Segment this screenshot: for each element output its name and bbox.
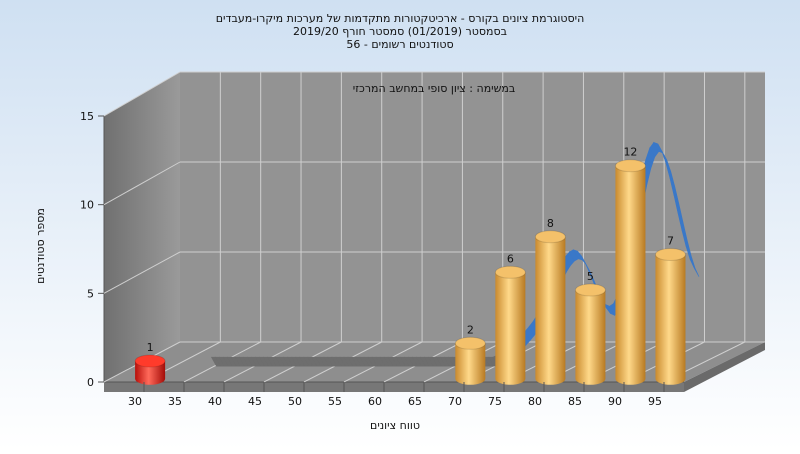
bar-top-85 <box>574 283 606 297</box>
bar-value-label-80: 8 <box>547 217 554 230</box>
y-tick-label-2: 10 <box>80 199 94 212</box>
x-tick-label-0: 30 <box>128 395 142 408</box>
bar-body-70 <box>455 343 486 385</box>
y-axis-label: מספר סטודנטים <box>34 208 47 284</box>
trend-segment-119 <box>689 258 700 277</box>
x-tick-label-7: 65 <box>408 395 422 408</box>
x-tick-label-9: 75 <box>488 395 502 408</box>
title-line-3: סטודנטים רשומים - 56 <box>346 38 453 51</box>
bar-body-30 <box>135 361 166 385</box>
x-tick-label-12: 90 <box>608 395 622 408</box>
x-tick-label-6: 60 <box>368 395 382 408</box>
bar-value-label-75: 6 <box>507 252 514 265</box>
x-tick-label-5: 55 <box>328 395 342 408</box>
x-tick-label-1: 35 <box>168 395 182 408</box>
bar-body-80 <box>535 236 566 385</box>
bar-top-80 <box>534 230 566 244</box>
chart-annotation: במשימה : ציון סופי במחשב המרכזי <box>353 82 516 95</box>
bar-body-95 <box>655 254 686 385</box>
bar-30 <box>134 354 166 385</box>
x-tick-label-8: 70 <box>448 395 462 408</box>
bar-top-75 <box>494 265 526 279</box>
x-tick-label-4: 50 <box>288 395 302 408</box>
y-axis-ticks: 0 5 10 15 <box>80 110 104 389</box>
bar-top-90 <box>614 159 646 173</box>
bar-value-label-95: 7 <box>667 235 674 248</box>
y-tick-label-0: 0 <box>87 376 94 389</box>
bar-body-85 <box>575 290 606 385</box>
bar-80 <box>534 230 566 385</box>
grid-line-wall-2 <box>103 161 181 206</box>
bar-70 <box>454 336 486 385</box>
title-line-2: בסמסטר (01/2019) סמסטר חורף 2019/20 <box>293 25 507 38</box>
bar-95 <box>654 248 686 385</box>
grid-line-wall-3 <box>103 71 181 117</box>
floor-side-edge <box>684 342 765 392</box>
x-tick-label-2: 40 <box>208 395 222 408</box>
bar-top-70 <box>454 336 486 350</box>
x-tick-label-10: 80 <box>528 395 542 408</box>
bar-value-label-90: 12 <box>623 146 637 159</box>
x-axis-label: טווח ציונים <box>370 419 420 432</box>
bar-value-label-85: 5 <box>587 270 594 283</box>
bar-top-30 <box>134 354 166 368</box>
x-tick-label-11: 85 <box>568 395 582 408</box>
bar-85 <box>574 283 606 385</box>
title-line-1: היסטוגרמת ציונים בקורס - ארכיטקטורות מתק… <box>216 12 585 25</box>
bar-value-label-70: 2 <box>467 323 474 336</box>
x-tick-label-13: 95 <box>648 395 662 408</box>
y-tick-label-1: 5 <box>87 287 94 300</box>
floor-front-edge <box>104 382 684 392</box>
bars <box>134 159 686 385</box>
bar-body-90 <box>615 165 646 385</box>
x-tick-label-3: 45 <box>248 395 262 408</box>
bar-top-95 <box>654 248 686 262</box>
left-wall <box>104 72 180 382</box>
grid-line-wall-1 <box>103 251 181 294</box>
x-axis-ticks: 30 35 40 45 50 55 60 65 70 75 80 85 90 95 <box>128 382 665 408</box>
bar-75 <box>494 265 526 385</box>
bar-value-label-30: 1 <box>147 341 154 354</box>
chart-title: היסטוגרמת ציונים בקורס - ארכיטקטורות מתק… <box>216 12 585 51</box>
y-tick-label-3: 15 <box>80 110 94 123</box>
bar-body-75 <box>495 272 526 385</box>
bar-90 <box>614 159 646 385</box>
